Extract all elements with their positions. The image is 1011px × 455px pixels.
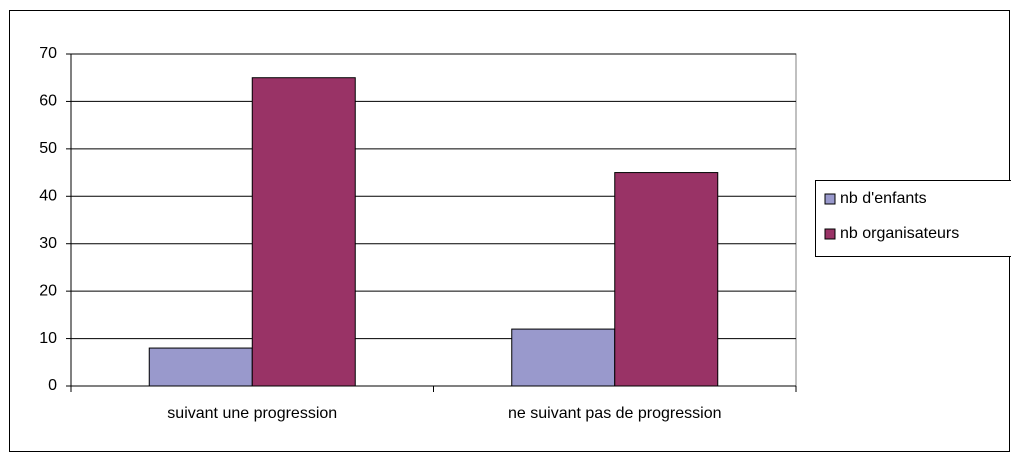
y-tick-label: 50 [39,140,57,157]
legend-swatch [824,228,836,240]
x-tick-label: ne suivant pas de progression [508,405,721,422]
x-tick-label: suivant une progression [167,405,337,422]
y-tick-label: 40 [39,188,57,205]
bar [614,172,719,387]
y-tick-label: 70 [39,45,57,62]
legend-label: nb organisateurs [840,225,959,242]
y-tick-label: 0 [48,377,57,394]
y-tick-label: 60 [39,93,57,110]
bar [148,347,253,387]
legend-swatch [824,193,836,205]
y-tick-label: 30 [39,235,57,252]
y-tick-label: 10 [39,330,57,347]
bar [511,328,616,387]
legend-box [815,180,1011,257]
legend-label: nb d'enfants [840,190,927,207]
bar [251,77,356,387]
y-tick-label: 20 [39,282,57,299]
